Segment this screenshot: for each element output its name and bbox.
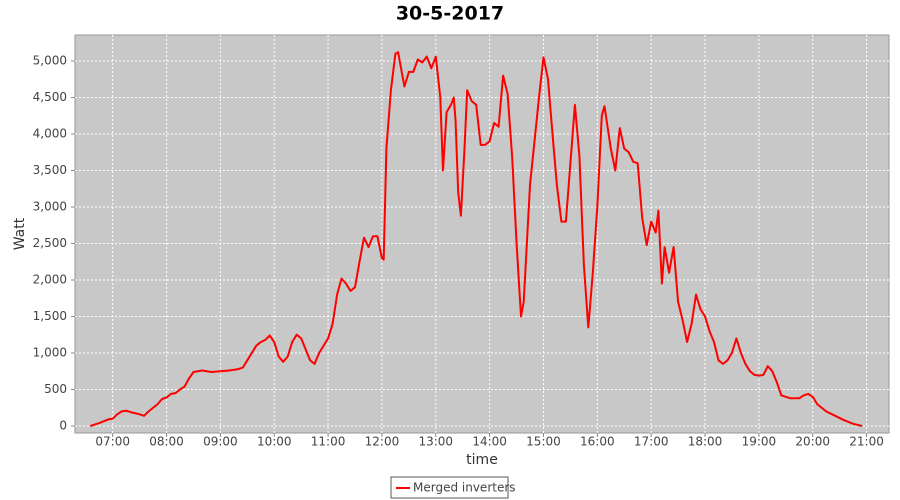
- y-tick-label: 4,000: [33, 126, 67, 140]
- y-tick-label: 2,500: [33, 236, 67, 250]
- series-line: [89, 51, 863, 427]
- y-tick-label: 500: [44, 382, 67, 396]
- x-tick-label: 13:00: [418, 435, 453, 449]
- x-tick-label: 17:00: [634, 435, 669, 449]
- x-axis-label: time: [466, 452, 498, 468]
- y-tick-label: 1,000: [33, 345, 67, 359]
- y-tick-label: 3,000: [33, 199, 67, 213]
- legend: [390, 476, 509, 499]
- x-tick-label: 18:00: [688, 435, 723, 449]
- x-tick-label: 15:00: [526, 435, 561, 449]
- y-tick-label: 3,500: [33, 163, 67, 177]
- y-tick-label: 1,500: [33, 309, 67, 323]
- plot-area: [74, 34, 890, 434]
- x-tick-label: 14:00: [472, 435, 507, 449]
- x-tick-label: 09:00: [203, 435, 238, 449]
- x-tick-label: 20:00: [795, 435, 830, 449]
- y-axis-label: Watt: [12, 217, 28, 250]
- y-tick-label: 0: [59, 418, 67, 432]
- chart-title: 30-5-2017: [396, 3, 504, 25]
- x-tick-label: 11:00: [311, 435, 346, 449]
- x-tick-label: 19:00: [742, 435, 777, 449]
- x-tick-label: 10:00: [257, 435, 292, 449]
- x-tick-label: 07:00: [95, 435, 130, 449]
- x-tick-label: 08:00: [149, 435, 184, 449]
- legend-label: Merged inverters: [413, 481, 516, 495]
- y-tick-label: 5,000: [33, 53, 67, 67]
- y-tick-label: 4,500: [33, 90, 67, 104]
- x-tick-label: 12:00: [365, 435, 400, 449]
- y-tick-label: 2,000: [33, 272, 67, 286]
- x-tick-label: 16:00: [580, 435, 615, 449]
- x-tick-label: 21:00: [849, 435, 884, 449]
